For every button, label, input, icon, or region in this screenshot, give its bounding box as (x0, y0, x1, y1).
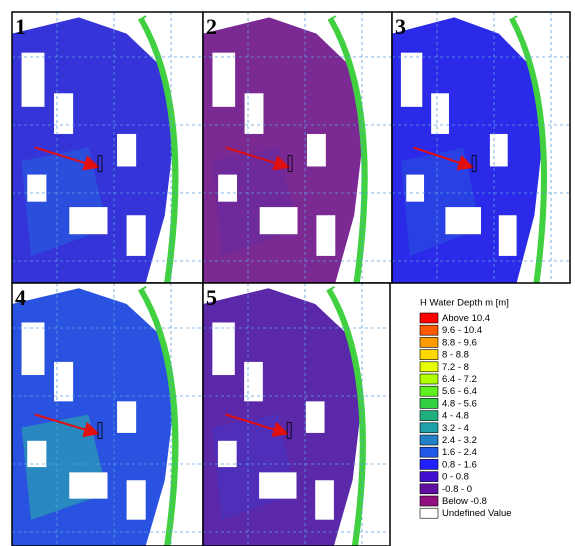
legend-label: 4.8 - 5.6 (442, 398, 477, 409)
dry-area (22, 53, 45, 107)
dry-area (307, 134, 326, 167)
legend-swatch (420, 325, 438, 335)
legend-label: 7.2 - 8 (442, 362, 469, 373)
panel-number: 5 (206, 285, 217, 310)
legend-title: H Water Depth m [m] (420, 298, 509, 309)
legend-swatch (420, 496, 438, 506)
panel-number: 4 (15, 285, 26, 310)
legend-label: 2.4 - 3.2 (442, 435, 477, 446)
figure: H Water Depth m [m] 1 2 3 4 5 Above 10.49.6 -… (0, 0, 575, 546)
dry-area (212, 322, 234, 375)
legend-label: 5.6 - 6.4 (442, 386, 477, 397)
legend-label: Above 10.4 (442, 313, 490, 324)
dry-area (306, 401, 325, 433)
legend-label: Undefined Value (442, 508, 512, 519)
dry-area (22, 322, 45, 375)
dry-area (27, 441, 46, 467)
legend-swatch (420, 423, 438, 433)
legend-swatch (420, 447, 438, 457)
legend-label: 3.2 - 4 (442, 423, 469, 434)
dry-area (69, 207, 107, 234)
legend-swatch (420, 472, 438, 482)
map-panel (392, 12, 570, 283)
legend-swatch (420, 484, 438, 494)
dry-area (218, 175, 237, 202)
legend-swatch (420, 435, 438, 445)
panel-number: 2 (206, 14, 217, 39)
map-panel (203, 283, 390, 546)
dry-area (316, 215, 335, 256)
legend-label: 1.6 - 2.4 (442, 447, 477, 458)
legend-label: Below -0.8 (442, 496, 487, 507)
legend-swatch (420, 459, 438, 469)
legend-swatch (420, 386, 438, 396)
legend-label: 0.8 - 1.6 (442, 459, 477, 470)
map-panel (12, 12, 203, 283)
legend-swatch (420, 411, 438, 421)
dry-area (218, 441, 237, 467)
dry-area (127, 215, 146, 256)
dry-area (260, 207, 298, 234)
panel-number: 1 (15, 14, 26, 39)
dry-area (69, 472, 107, 498)
dry-area (406, 175, 424, 202)
legend-swatch (420, 350, 438, 360)
dry-area (315, 480, 334, 519)
dry-area (212, 53, 235, 107)
legend-label: 8 - 8.8 (442, 350, 469, 361)
dry-area (401, 53, 422, 107)
legend-label: 8.8 - 9.6 (442, 337, 477, 348)
legend-label: -0.8 - 0 (442, 484, 472, 495)
legend-swatch (420, 313, 438, 323)
dry-area (27, 175, 46, 202)
legend-label: 9.6 - 10.4 (442, 325, 482, 336)
panel-number: 3 (395, 14, 406, 39)
dry-area (244, 362, 263, 401)
legend-swatch (420, 508, 438, 518)
dry-area (117, 134, 136, 167)
legend-swatch (420, 337, 438, 347)
dry-area (245, 93, 264, 134)
dry-area (499, 215, 517, 256)
legend-swatch (420, 398, 438, 408)
legend-label: 4 - 4.8 (442, 411, 469, 422)
dry-area (431, 93, 449, 134)
dry-area (117, 401, 136, 433)
legend-swatch (420, 374, 438, 384)
legend-label: 0 - 0.8 (442, 472, 469, 483)
dry-area (127, 480, 146, 519)
legend-label: 6.4 - 7.2 (442, 374, 477, 385)
legend-swatch (420, 362, 438, 372)
map-panel (203, 12, 392, 283)
dry-area (259, 472, 296, 498)
map-panel (12, 283, 203, 546)
dry-area (445, 207, 481, 234)
dry-area (490, 134, 508, 167)
